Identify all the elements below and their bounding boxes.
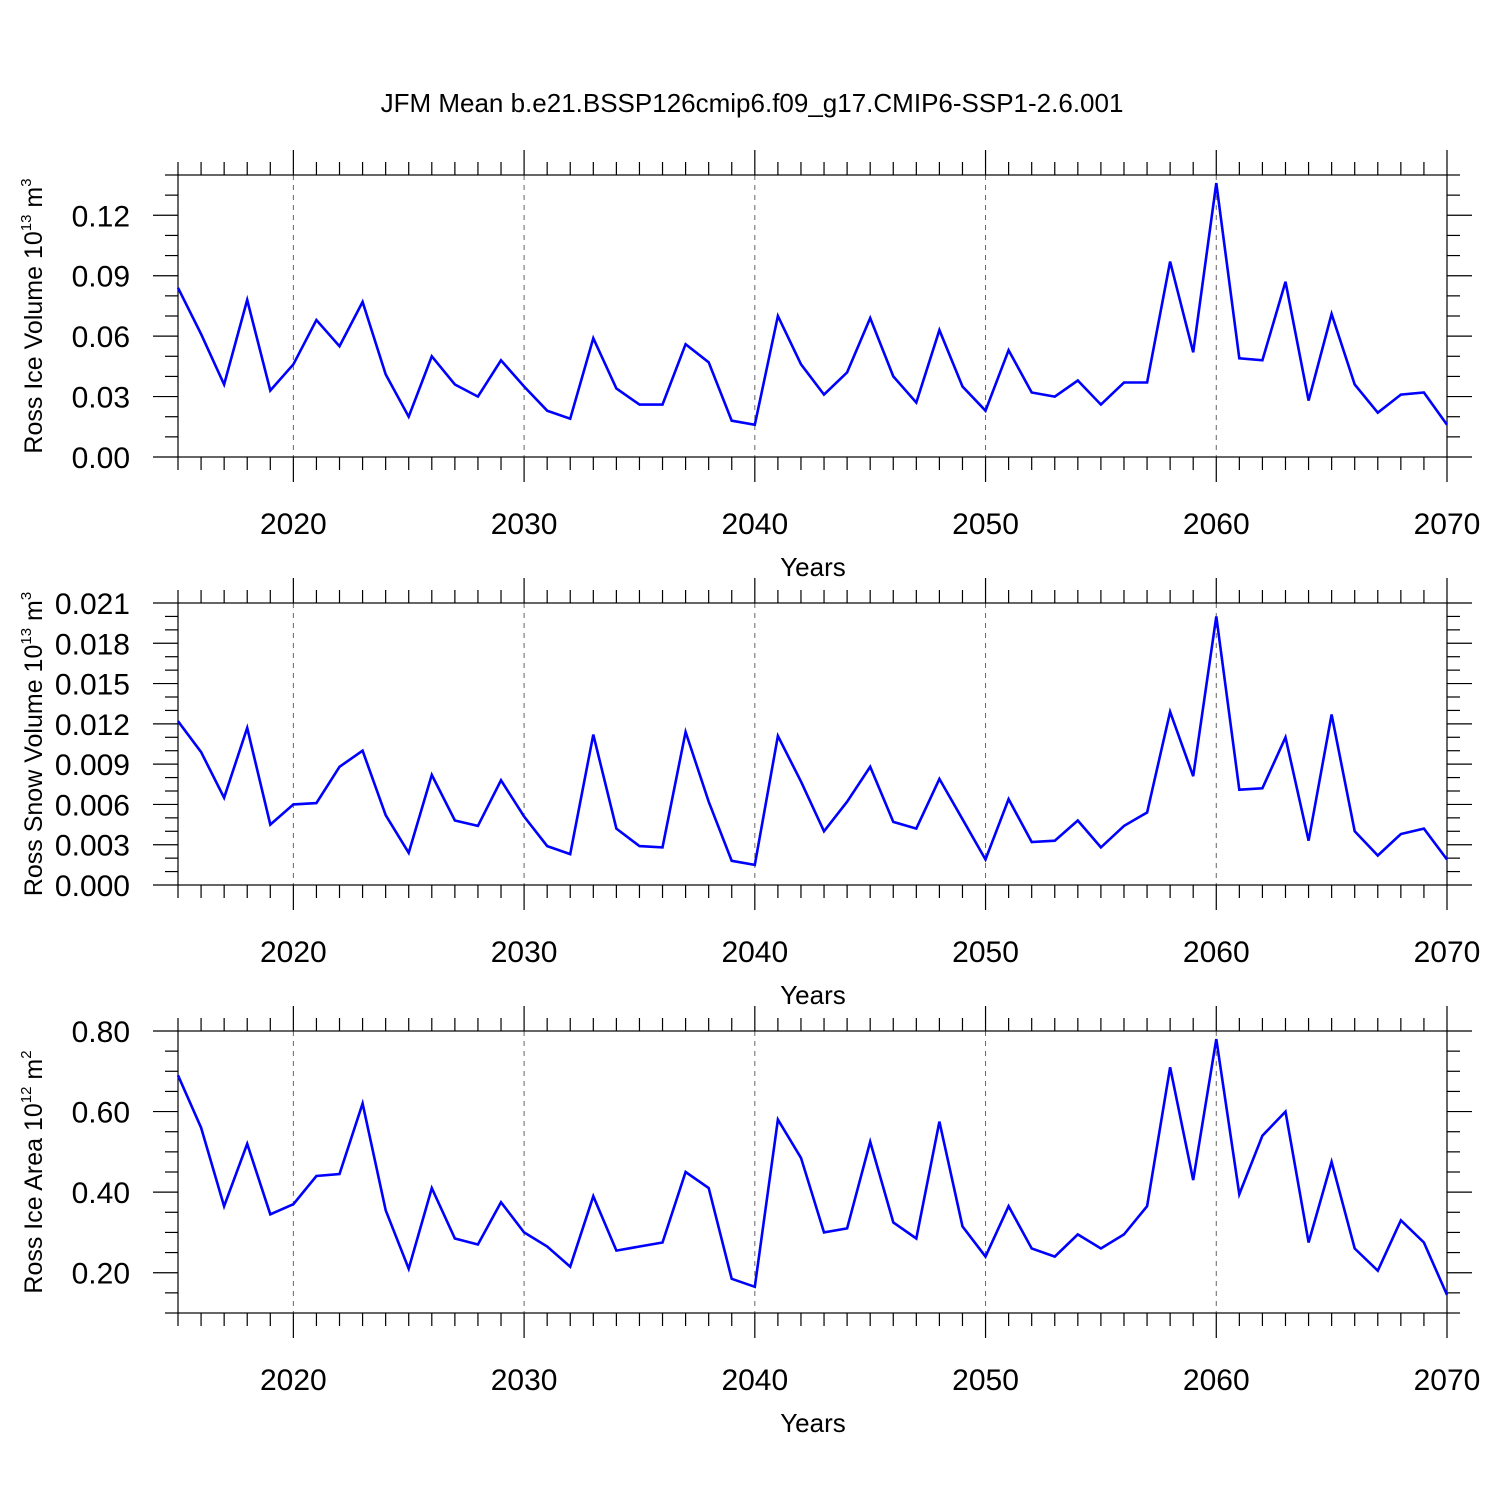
snow-volume-x-axis-title: Years	[780, 980, 846, 1010]
ice-area-x-tick-label: 2070	[1414, 1364, 1481, 1397]
figure-title: JFM Mean b.e21.BSSP126cmip6.f09_g17.CMIP…	[381, 88, 1124, 118]
ice-area-y-tick-label: 0.40	[72, 1177, 130, 1210]
snow-volume-y-tick-label: 0.003	[55, 830, 130, 863]
ice-area-y-tick-label: 0.60	[72, 1097, 130, 1130]
snow-volume-y-tick-label: 0.018	[55, 628, 130, 661]
ice-volume-x-tick-label: 2070	[1414, 508, 1481, 541]
ice-volume-x-axis-title: Years	[780, 552, 846, 582]
ice-volume-x-tick-label: 2030	[491, 508, 558, 541]
ice-area-x-tick-label: 2030	[491, 1364, 558, 1397]
snow-volume-plot-frame	[177, 602, 1448, 886]
ice-area-y-axis-title: Ross Ice Area 1012 m2	[18, 1050, 48, 1293]
snow-volume-y-axis-title: Ross Snow Volume 1013 m3	[18, 592, 48, 896]
snow-volume-series-line	[176, 616, 1449, 867]
ice-area-x-axis-title: Years	[780, 1408, 846, 1438]
ice-volume-y-axis-title: Ross Ice Volume 1013 m3	[18, 178, 48, 453]
snow-volume-y-tick-label: 0.012	[55, 709, 130, 742]
snow-volume-y-tick-label: 0.021	[55, 588, 130, 621]
ice-volume-x-tick-label: 2020	[260, 508, 327, 541]
ice-volume-panel: 2020 2030 2040 2050 2060 2070 Years 0.00 0.03 0.0…	[18, 150, 1480, 582]
snow-volume-x-tick-label: 2070	[1414, 936, 1481, 969]
ice-volume-y-tick-label: 0.03	[72, 382, 130, 415]
ice-volume-series-line	[176, 182, 1449, 427]
snow-volume-y-tick-label: 0.015	[55, 669, 130, 702]
snow-volume-y-tick-label: 0.006	[55, 789, 130, 822]
ice-area-x-tick-label: 2050	[952, 1364, 1019, 1397]
ice-volume-y-tick-label: 0.06	[72, 321, 130, 354]
ice-area-y-tick-label: 0.20	[72, 1258, 130, 1291]
snow-volume-x-tick-label: 2030	[491, 936, 558, 969]
ice-area-x-tick-label: 2020	[260, 1364, 327, 1397]
ice-area-panel: 2020 2030 2040 2050 2060 2070 Years 0.20 0.40 0.6…	[18, 1006, 1480, 1438]
snow-volume-y-tick-label: 0.009	[55, 749, 130, 782]
ice-area-y-tick-label: 0.80	[72, 1016, 130, 1049]
ice-volume-y-tick-label: 0.09	[72, 261, 130, 294]
ice-volume-x-tick-label: 2050	[952, 508, 1019, 541]
ice-volume-y-tick-label: 0.12	[72, 200, 130, 233]
ice-area-x-tick-label: 2060	[1183, 1364, 1250, 1397]
ice-volume-x-tick-label: 2040	[721, 508, 788, 541]
snow-volume-x-tick-label: 2060	[1183, 936, 1250, 969]
snow-volume-x-tick-label: 2040	[721, 936, 788, 969]
snow-volume-x-tick-label: 2020	[260, 936, 327, 969]
ice-area-plot-frame	[177, 1030, 1448, 1314]
ice-volume-y-tick-label: 0.00	[72, 442, 130, 475]
ice-area-x-tick-label: 2040	[721, 1364, 788, 1397]
snow-volume-panel: 2020 2030 2040 2050 2060 2070 Years 0.000 0.003 0…	[18, 578, 1480, 1010]
snow-volume-y-tick-label: 0.000	[55, 870, 130, 903]
snow-volume-x-tick-label: 2050	[952, 936, 1019, 969]
ice-area-series-line	[176, 1038, 1449, 1296]
ice-volume-x-tick-label: 2060	[1183, 508, 1250, 541]
